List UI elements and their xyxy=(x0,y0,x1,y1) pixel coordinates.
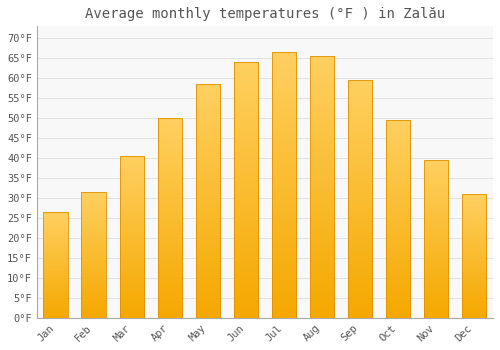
Bar xyxy=(310,56,334,318)
Bar xyxy=(424,160,448,318)
Bar xyxy=(462,194,486,318)
Bar xyxy=(158,118,182,318)
Bar xyxy=(348,80,372,318)
Bar xyxy=(44,212,68,318)
Bar xyxy=(82,192,106,318)
Bar xyxy=(386,120,410,318)
Bar xyxy=(234,62,258,318)
Bar xyxy=(196,84,220,318)
Bar xyxy=(272,52,296,318)
Bar xyxy=(120,156,144,318)
Title: Average monthly temperatures (°F ) in Zalău: Average monthly temperatures (°F ) in Za… xyxy=(85,7,445,21)
